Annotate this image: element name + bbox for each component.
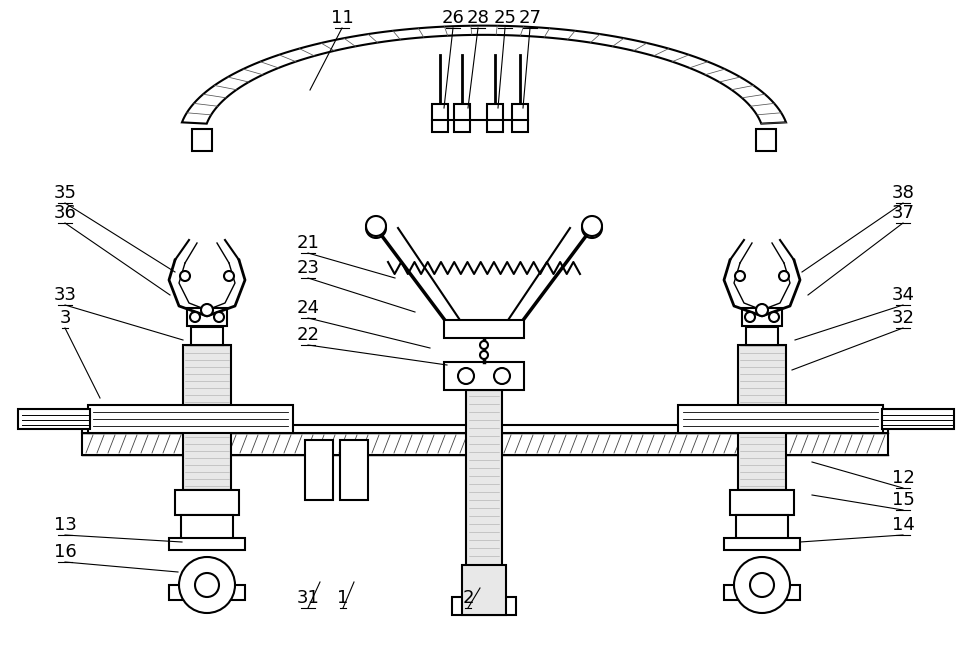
Bar <box>738 345 786 490</box>
Text: 23: 23 <box>297 259 319 277</box>
Text: 32: 32 <box>891 309 915 327</box>
Text: 12: 12 <box>891 469 915 487</box>
Circle shape <box>750 573 774 597</box>
Bar <box>724 538 800 550</box>
Text: 35: 35 <box>54 184 77 202</box>
Circle shape <box>745 312 755 322</box>
Circle shape <box>582 216 602 236</box>
Text: 26: 26 <box>442 9 464 27</box>
Text: 24: 24 <box>297 299 319 317</box>
Text: 13: 13 <box>54 516 77 534</box>
Circle shape <box>214 312 224 322</box>
Circle shape <box>179 557 235 613</box>
Bar <box>512 104 528 132</box>
Bar <box>730 490 794 515</box>
Circle shape <box>224 271 234 281</box>
Bar <box>305 440 333 500</box>
Text: 2: 2 <box>462 589 474 607</box>
Bar <box>466 390 502 600</box>
Bar <box>192 130 212 152</box>
Text: 27: 27 <box>519 9 542 27</box>
Text: 33: 33 <box>54 286 77 304</box>
Bar <box>444 320 524 338</box>
Circle shape <box>756 304 768 316</box>
Text: 15: 15 <box>891 491 915 509</box>
Circle shape <box>480 351 488 359</box>
Circle shape <box>735 271 745 281</box>
Polygon shape <box>182 26 786 124</box>
Text: 31: 31 <box>297 589 319 607</box>
Text: 38: 38 <box>891 184 915 202</box>
Circle shape <box>195 573 219 597</box>
Circle shape <box>480 341 488 349</box>
Circle shape <box>366 216 386 236</box>
Bar <box>742 308 782 326</box>
Text: 34: 34 <box>891 286 915 304</box>
Circle shape <box>458 368 474 384</box>
Bar <box>18 409 90 429</box>
Bar <box>444 362 524 390</box>
Circle shape <box>582 218 602 238</box>
Circle shape <box>734 557 790 613</box>
Bar <box>181 515 233 540</box>
Text: 25: 25 <box>493 9 517 27</box>
Circle shape <box>494 368 510 384</box>
Circle shape <box>180 271 190 281</box>
Bar <box>462 565 506 615</box>
Bar <box>191 327 223 345</box>
Bar <box>746 327 778 345</box>
Bar <box>187 308 227 326</box>
Bar <box>724 585 800 600</box>
Bar <box>82 433 888 455</box>
Bar <box>340 440 368 500</box>
Text: 22: 22 <box>297 326 319 344</box>
Bar <box>454 104 470 132</box>
Bar <box>678 405 883 433</box>
Circle shape <box>366 218 386 238</box>
Text: 1: 1 <box>338 589 348 607</box>
Text: 11: 11 <box>331 9 353 27</box>
Bar <box>82 425 888 433</box>
Text: 21: 21 <box>297 234 319 252</box>
Circle shape <box>201 304 213 316</box>
Bar <box>432 104 448 132</box>
Bar <box>736 515 788 540</box>
Bar <box>487 104 503 132</box>
Bar <box>756 130 776 152</box>
Bar <box>452 597 516 615</box>
Bar <box>175 490 239 515</box>
Text: 3: 3 <box>59 309 71 327</box>
Text: 16: 16 <box>54 543 76 561</box>
Text: 37: 37 <box>891 204 915 222</box>
Bar <box>169 538 245 550</box>
Circle shape <box>779 271 789 281</box>
Circle shape <box>769 312 779 322</box>
Bar <box>88 405 293 433</box>
Circle shape <box>190 312 200 322</box>
Bar <box>169 585 245 600</box>
Bar <box>882 409 954 429</box>
Text: 36: 36 <box>54 204 77 222</box>
Text: 28: 28 <box>467 9 489 27</box>
Text: 14: 14 <box>891 516 915 534</box>
Bar <box>183 345 231 490</box>
